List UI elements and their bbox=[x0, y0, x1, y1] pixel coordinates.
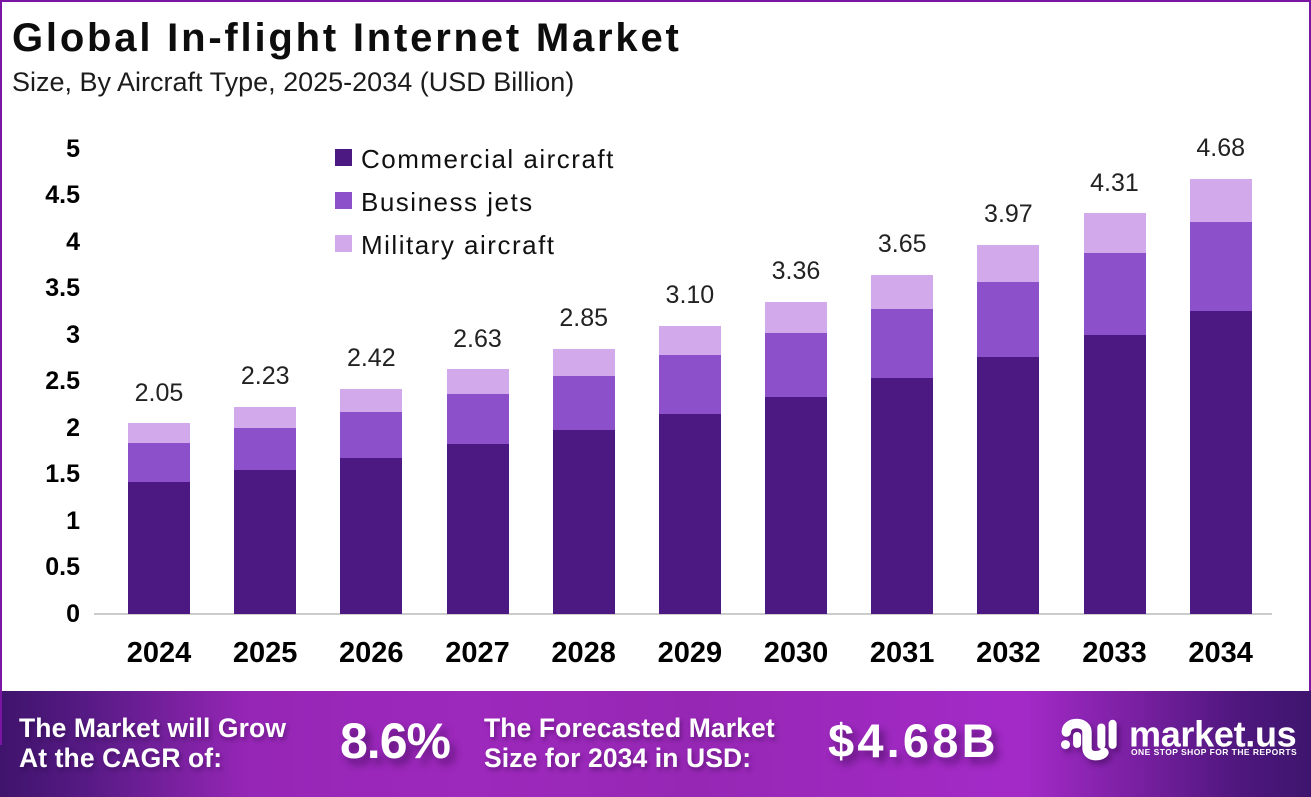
svg-text:market.us: market.us bbox=[1129, 714, 1296, 755]
svg-text:ONE STOP SHOP FOR THE REPORTS: ONE STOP SHOP FOR THE REPORTS bbox=[1131, 747, 1297, 757]
